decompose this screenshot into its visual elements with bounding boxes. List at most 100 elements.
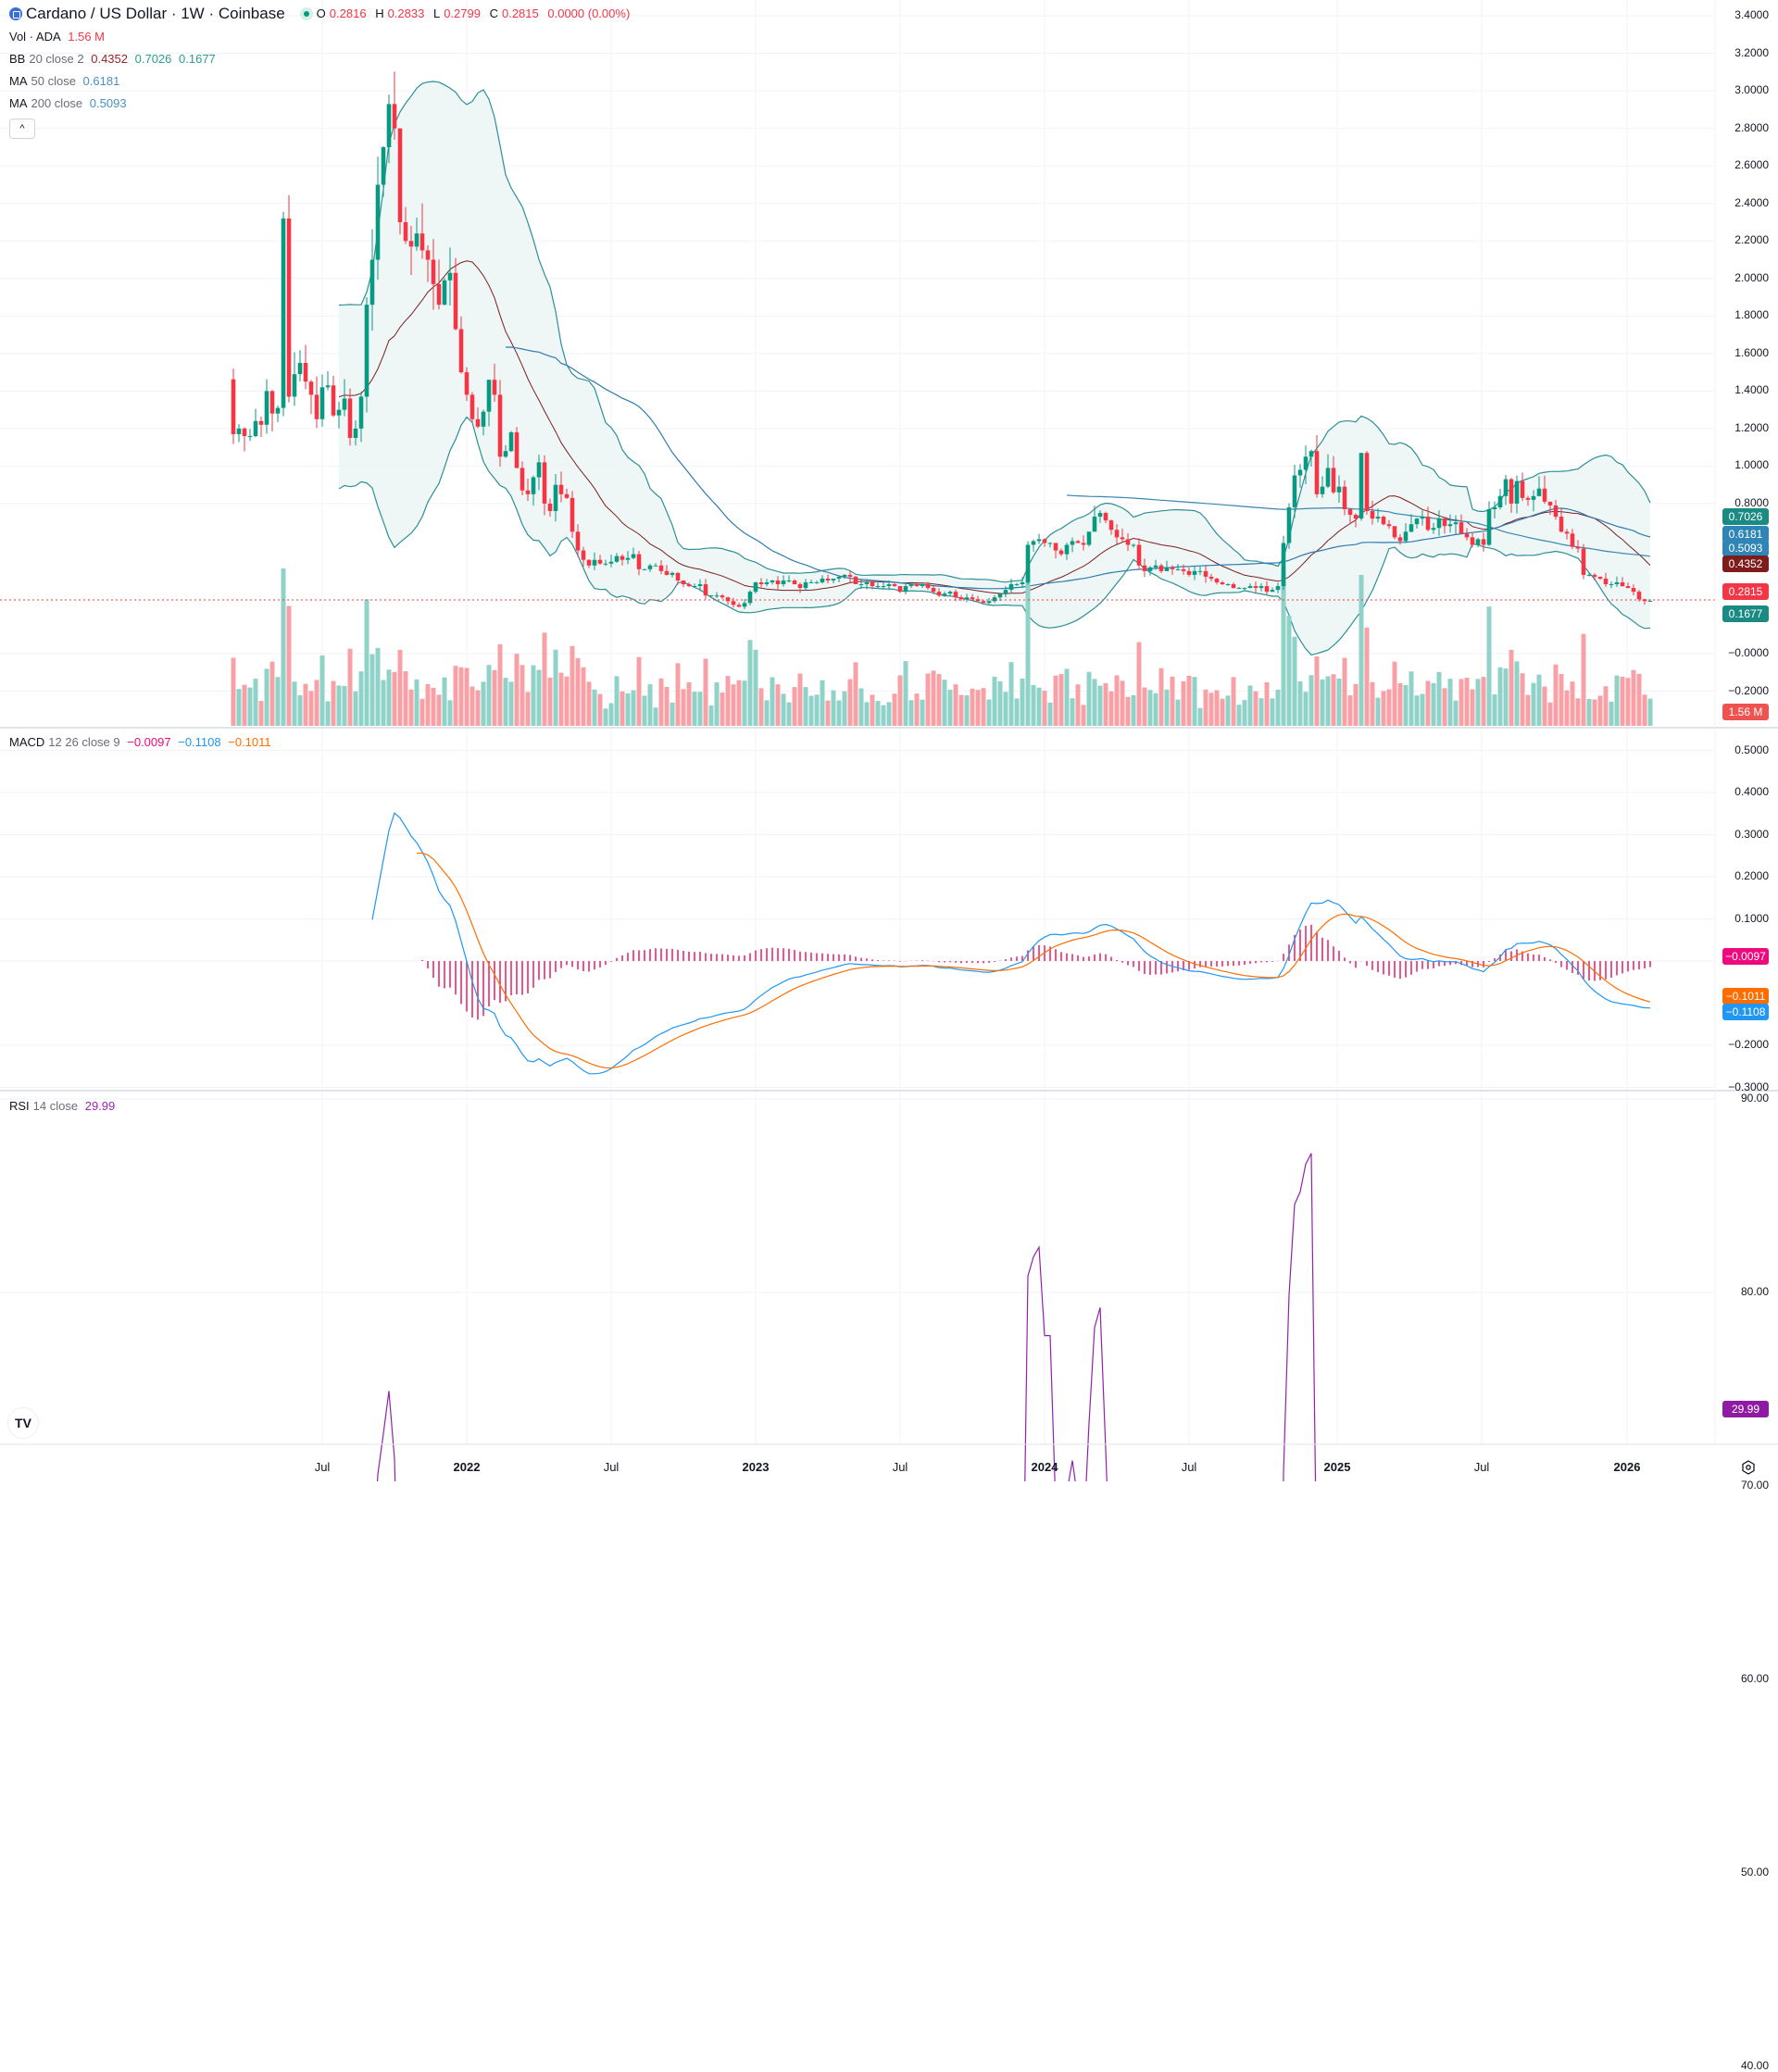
- bb-legend-name: BB: [9, 52, 26, 66]
- collapse-legend-button[interactable]: ^: [9, 119, 35, 139]
- bollinger-bands: [338, 81, 1651, 655]
- close-label: C: [489, 6, 498, 20]
- ma200-legend[interactable]: MA 200 close 0.5093: [9, 95, 131, 112]
- bb-legend-params: 20 close 2: [29, 52, 84, 66]
- axis-tick-label: 2.0000: [1734, 270, 1769, 284]
- axis-tick-label: 0.4000: [1734, 785, 1769, 798]
- price-tag: 0.2815: [1722, 583, 1769, 600]
- ma200-value: 0.5093: [89, 96, 127, 110]
- price-tag: 0.6181: [1722, 526, 1769, 543]
- axis-tick-label: 0.5000: [1734, 743, 1769, 756]
- time-tick-label: Jul: [314, 1460, 331, 1474]
- axis-tick-label: 2.6000: [1734, 158, 1769, 172]
- settings-icon[interactable]: [1741, 1460, 1756, 1475]
- ma200-legend-name: MA: [9, 96, 28, 110]
- time-tick-label: 2022: [453, 1460, 481, 1474]
- macd-hist-value: −0.0097: [127, 735, 171, 749]
- macd-signal-value: −0.1011: [228, 735, 271, 749]
- rsi-legend-params: 14 close: [32, 1099, 79, 1113]
- macd-legend[interactable]: MACD 12 26 close 9 −0.0097 −0.1108 −0.101…: [9, 734, 275, 751]
- volume-legend-name: Vol · ADA: [9, 30, 61, 44]
- macd-legend-name: MACD: [9, 735, 45, 749]
- time-tick-label: Jul: [892, 1460, 908, 1474]
- axis-tick-label: 2.2000: [1734, 233, 1769, 247]
- axis-tick-label: 70.00: [1740, 1479, 1769, 1492]
- axis-tick-label: 80.00: [1740, 1285, 1769, 1298]
- price-tag: 0.4352: [1722, 555, 1769, 572]
- axis-tick-label: 40.00: [1740, 2059, 1769, 2072]
- cardano-logo-icon: [9, 7, 22, 20]
- time-tick-label: 2025: [1323, 1460, 1351, 1474]
- axis-tick-label: 1.8000: [1734, 308, 1769, 322]
- rsi-legend[interactable]: RSI 14 close 29.99: [9, 1098, 119, 1115]
- symbol-header: Cardano / US Dollar · 1W · Coinbase O 0.2…: [9, 6, 639, 22]
- rsi-legend-name: RSI: [9, 1099, 30, 1113]
- close-value: 0.2815: [501, 6, 539, 20]
- open-label: O: [316, 6, 326, 20]
- axis-tick-label: 1.2000: [1734, 420, 1769, 434]
- ma50-legend[interactable]: MA 50 close 0.6181: [9, 73, 123, 90]
- axis-tick-label: 0.3000: [1734, 827, 1769, 841]
- price-tag: 0.7026: [1722, 508, 1769, 525]
- change-value: 0.0000 (0.00%): [547, 6, 631, 20]
- axis-tick-label: 1.6000: [1734, 345, 1769, 359]
- price-tag: 29.99: [1722, 1401, 1769, 1417]
- axis-tick-label: 1.4000: [1734, 383, 1769, 397]
- macd-pane: [371, 812, 1651, 1075]
- axis-tick-label: −0.3000: [1728, 1080, 1769, 1093]
- axis-tick-label: 0.1000: [1734, 911, 1769, 925]
- price-tag: −0.0097: [1722, 948, 1769, 965]
- time-tick-label: 2026: [1613, 1460, 1641, 1474]
- time-tick-label: Jul: [603, 1460, 620, 1474]
- axis-tick-label: 2.8000: [1734, 120, 1769, 134]
- market-status-icon[interactable]: [299, 7, 313, 20]
- time-tick-label: 2024: [1031, 1460, 1058, 1474]
- axis-tick-label: 3.4000: [1734, 8, 1769, 22]
- axis-tick-label: −0.2000: [1728, 683, 1769, 697]
- moving-averages: [506, 346, 1651, 590]
- axis-tick-label: 3.0000: [1734, 83, 1769, 97]
- ma50-value: 0.6181: [82, 74, 120, 88]
- symbol-title[interactable]: Cardano / US Dollar · 1W · Coinbase: [26, 5, 285, 22]
- axis-tick-label: 2.4000: [1734, 195, 1769, 209]
- rsi-pane: [376, 1153, 1317, 1481]
- ma200-legend-params: 200 close: [31, 96, 83, 110]
- ma50-legend-params: 50 close: [31, 74, 76, 88]
- macd-line-value: −0.1108: [178, 735, 221, 749]
- time-tick-label: 2023: [742, 1460, 770, 1474]
- time-tick-label: Jul: [1181, 1460, 1197, 1474]
- ma50-legend-name: MA: [9, 74, 28, 88]
- low-label: L: [432, 6, 441, 20]
- price-tag: 1.56 M: [1722, 704, 1769, 720]
- price-tag: −0.1011: [1722, 988, 1769, 1005]
- volume-bars: [231, 568, 1653, 726]
- volume-legend-value: 1.56 M: [68, 30, 106, 44]
- chevron-up-icon: ^: [19, 123, 25, 134]
- bb-legend[interactable]: BB 20 close 2 0.4352 0.7026 0.1677: [9, 51, 219, 68]
- axis-tick-label: −0.0000: [1728, 646, 1769, 659]
- price-tag: −0.1108: [1722, 1004, 1769, 1020]
- axis-tick-label: 60.00: [1740, 1672, 1769, 1685]
- axis-tick-label: −0.2000: [1728, 1038, 1769, 1051]
- high-label: H: [375, 6, 384, 20]
- low-value: 0.2799: [444, 6, 481, 20]
- axis-tick-label: 90.00: [1740, 1092, 1769, 1105]
- bb-lower-value: 0.1677: [179, 52, 216, 66]
- high-value: 0.2833: [387, 6, 425, 20]
- open-value: 0.2816: [329, 6, 367, 20]
- price-tag: 0.1677: [1722, 605, 1769, 622]
- volume-legend[interactable]: Vol · ADA 1.56 M: [9, 29, 108, 45]
- axis-tick-label: 50.00: [1740, 1866, 1769, 1879]
- axis-tick-label: 3.2000: [1734, 45, 1769, 59]
- bb-upper-value: 0.7026: [134, 52, 172, 66]
- rsi-value: 29.99: [84, 1099, 116, 1113]
- macd-legend-params: 12 26 close 9: [48, 735, 120, 749]
- chart-canvas[interactable]: [0, 0, 1778, 1481]
- ohlc-values: O 0.2816 H 0.2833 L 0.2799 C 0.2815 0.0000 (…: [317, 6, 636, 22]
- time-tick-label: Jul: [1473, 1460, 1490, 1474]
- axis-tick-label: 1.0000: [1734, 458, 1769, 472]
- tradingview-logo-icon[interactable]: TV: [7, 1407, 39, 1439]
- candlesticks: [231, 71, 1653, 609]
- bb-basis-value: 0.4352: [91, 52, 128, 66]
- price-tag: 0.5093: [1722, 540, 1769, 556]
